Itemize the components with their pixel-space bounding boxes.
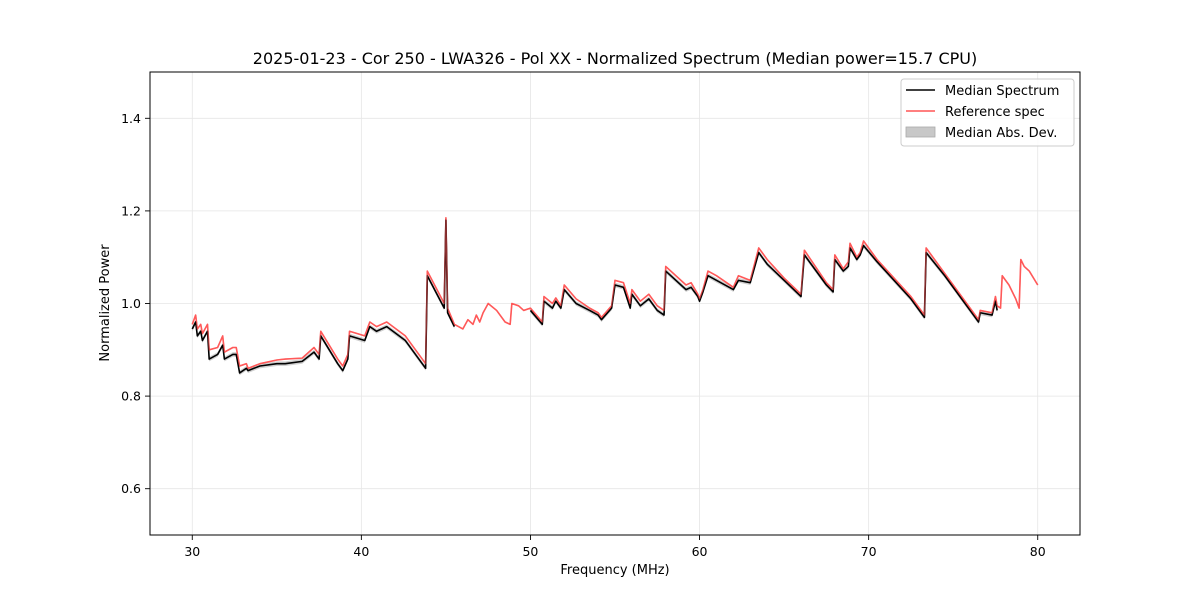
x-tick-label: 70: [861, 544, 877, 559]
x-axis: 30 40 50 60 70 80: [184, 535, 1046, 559]
y-axis-label: Normalized Power: [98, 244, 113, 362]
legend-label-reference: Reference spec: [945, 105, 1045, 120]
x-tick-label: 50: [522, 544, 538, 559]
reference-spectrum-overlay: [191, 217, 1039, 369]
y-tick-label: 1.2: [121, 203, 141, 218]
x-tick-label: 60: [692, 544, 708, 559]
median-spectrum-line-2: [529, 244, 998, 326]
legend-label-median: Median Spectrum: [945, 84, 1059, 99]
legend-label-mad: Median Abs. Dev.: [945, 126, 1057, 141]
legend: Median Spectrum Reference spec Median Ab…: [900, 78, 1075, 147]
x-tick-label: 40: [353, 544, 369, 559]
x-tick-label: 30: [184, 544, 200, 559]
x-tick-label: 80: [1030, 544, 1046, 559]
chart-title: 2025-01-23 - Cor 250 - LWA326 - Pol XX -…: [253, 49, 977, 68]
series-layer: [191, 217, 1039, 374]
median-spectrum-line-1: [191, 219, 456, 374]
y-tick-label: 0.6: [121, 481, 141, 496]
x-axis-label: Frequency (MHz): [560, 563, 669, 578]
legend-box: [900, 78, 1075, 147]
y-tick-label: 0.8: [121, 389, 141, 404]
legend-swatch-mad: [905, 126, 936, 138]
y-tick-label: 1.4: [121, 111, 141, 126]
y-axis: 0.6 0.8 1.0 1.2 1.4: [121, 111, 150, 496]
y-tick-label: 1.0: [121, 296, 141, 311]
